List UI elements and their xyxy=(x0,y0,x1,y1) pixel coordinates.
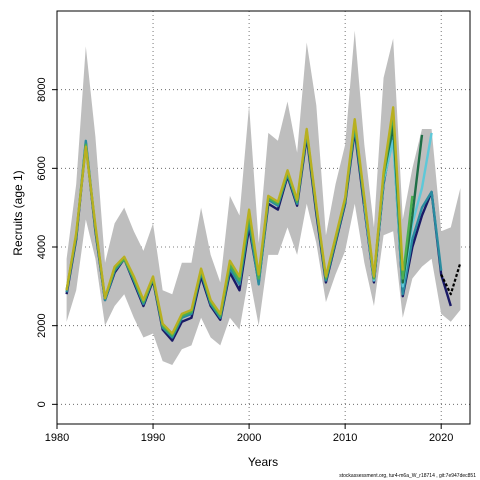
x-tick-label: 2000 xyxy=(237,432,261,444)
x-tick-label: 1980 xyxy=(45,432,69,444)
y-axis-title: Recruits (age 1) xyxy=(11,170,25,255)
footer-note: stockassessment.org, tur4-m6a_W_r18714 ,… xyxy=(339,473,476,479)
x-tick-label: 1990 xyxy=(141,432,165,444)
series-line-6 xyxy=(65,106,404,335)
x-axis: 1980 1990 2000 2010 2020 xyxy=(45,424,453,444)
y-tick-label: 4000 xyxy=(36,235,48,259)
y-axis: 0 2000 4000 6000 8000 xyxy=(36,77,57,407)
x-axis-title: Years xyxy=(248,455,278,469)
series-line-7 xyxy=(440,262,462,296)
y-tick-label: 0 xyxy=(36,401,48,407)
y-tick-label: 8000 xyxy=(36,77,48,101)
x-tick-label: 2020 xyxy=(429,432,453,444)
confidence-band xyxy=(66,30,461,366)
y-tick-label: 6000 xyxy=(36,156,48,180)
y-tick-label: 2000 xyxy=(36,313,48,337)
confidence-band-area xyxy=(66,30,461,366)
x-tick-label: 2010 xyxy=(333,432,357,444)
plot-frame xyxy=(56,10,471,425)
series-lines xyxy=(65,106,462,342)
